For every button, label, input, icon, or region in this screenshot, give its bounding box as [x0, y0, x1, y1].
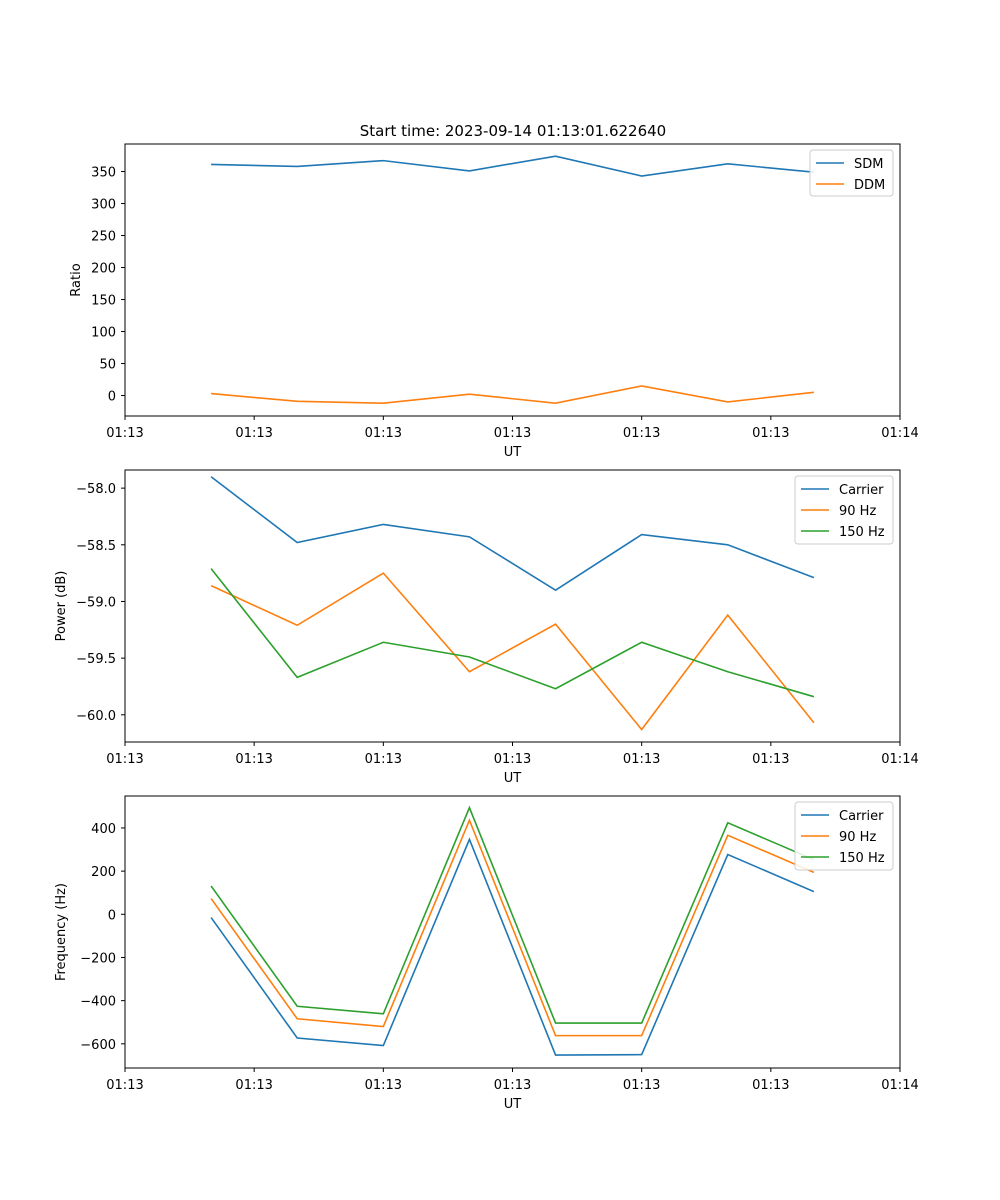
y-tick-label: −60.0	[76, 709, 116, 724]
legend-label: 150 Hz	[839, 851, 885, 866]
series-line-carrier	[210, 476, 815, 592]
y-axis-label: Frequency (Hz)	[54, 883, 69, 981]
legend: Carrier 90 Hz 150 Hz	[794, 801, 894, 871]
legend-frame	[794, 475, 894, 545]
y-tick-label: −400	[80, 995, 116, 1010]
x-tick-label: 01:13	[235, 752, 272, 767]
y-tick-label: 350	[91, 166, 116, 181]
x-axis-label: UT	[504, 1097, 522, 1112]
y-tick-label: 200	[91, 262, 116, 277]
x-tick-label: 01:13	[752, 1078, 789, 1093]
legend-label: 150 Hz	[839, 525, 885, 540]
legend-label: Carrier	[839, 483, 884, 498]
legend: SDM DDM	[809, 149, 894, 197]
legend-label: DDM	[854, 178, 885, 193]
y-tick-label: 250	[91, 230, 116, 245]
x-tick-label: 01:14	[881, 426, 918, 441]
y-tick-label: −600	[80, 1038, 116, 1053]
y-axis-label: Ratio	[69, 263, 84, 296]
x-tick-label: 01:13	[106, 752, 143, 767]
y-tick-label: −59.5	[76, 652, 116, 667]
x-tick-label: 01:13	[235, 1078, 272, 1093]
panels: 01:13 01:13 01:13 01:13 01:13 01:13 01:14 0 50 10…	[54, 143, 919, 1112]
x-tick-label: 01:13	[106, 1078, 143, 1093]
legend-label: Carrier	[839, 809, 884, 824]
series-line-150-hz	[210, 805, 815, 1024]
y-tick-label: 400	[91, 822, 116, 837]
x-tick-label: 01:14	[881, 752, 918, 767]
x-tick-label: 01:13	[623, 426, 660, 441]
x-tick-label: 01:13	[752, 752, 789, 767]
x-tick-label: 01:13	[494, 426, 531, 441]
legend: Carrier 90 Hz 150 Hz	[794, 475, 894, 545]
chart-title: Start time: 2023-09-14 01:13:01.622640	[360, 122, 666, 140]
series-line-90-hz	[210, 818, 815, 1037]
legend-label: 90 Hz	[839, 830, 876, 845]
y-tick-label: −58.0	[76, 482, 116, 497]
y-tick-label: 100	[91, 326, 116, 341]
legend-label: 90 Hz	[839, 504, 876, 519]
x-tick-label: 01:13	[623, 752, 660, 767]
y-tick-label: 50	[99, 358, 116, 373]
panel-1: 01:13 01:13 01:13 01:13 01:13 01:13 01:14 0 50 10…	[69, 143, 919, 460]
x-tick-label: 01:13	[365, 1078, 402, 1093]
series-line-carrier	[210, 837, 815, 1056]
series-line-90-hz	[210, 572, 815, 731]
x-tick-label: 01:13	[365, 426, 402, 441]
panel-3: 01:13 01:13 01:13 01:13 01:13 01:13 01:14 400 20…	[54, 795, 919, 1112]
x-tick-label: 01:13	[494, 752, 531, 767]
x-tick-label: 01:13	[494, 1078, 531, 1093]
y-tick-label: 200	[91, 865, 116, 880]
y-tick-label: −58.5	[76, 539, 116, 554]
x-tick-label: 01:13	[365, 752, 402, 767]
series-line-150-hz	[210, 568, 815, 698]
series-line-ddm	[211, 385, 814, 405]
y-tick-label: −200	[80, 951, 116, 966]
panel-2: 01:13 01:13 01:13 01:13 01:13 01:13 01:14 −58.0…	[54, 469, 919, 786]
x-tick-label: 01:13	[106, 426, 143, 441]
x-tick-label: 01:13	[235, 426, 272, 441]
x-tick-label: 01:13	[623, 1078, 660, 1093]
x-axis-label: UT	[504, 445, 522, 460]
y-tick-label: 0	[108, 908, 116, 923]
y-axis-label: Power (dB)	[54, 571, 69, 642]
x-tick-label: 01:14	[881, 1078, 918, 1093]
series-line-sdm	[211, 155, 814, 177]
x-axis-label: UT	[504, 771, 522, 786]
legend-frame	[794, 801, 894, 871]
legend-label: SDM	[854, 157, 883, 172]
y-tick-label: −59.0	[76, 595, 116, 610]
y-tick-label: 0	[108, 390, 116, 405]
x-tick-label: 01:13	[752, 426, 789, 441]
y-tick-label: 300	[91, 198, 116, 213]
y-tick-label: 150	[91, 294, 116, 309]
